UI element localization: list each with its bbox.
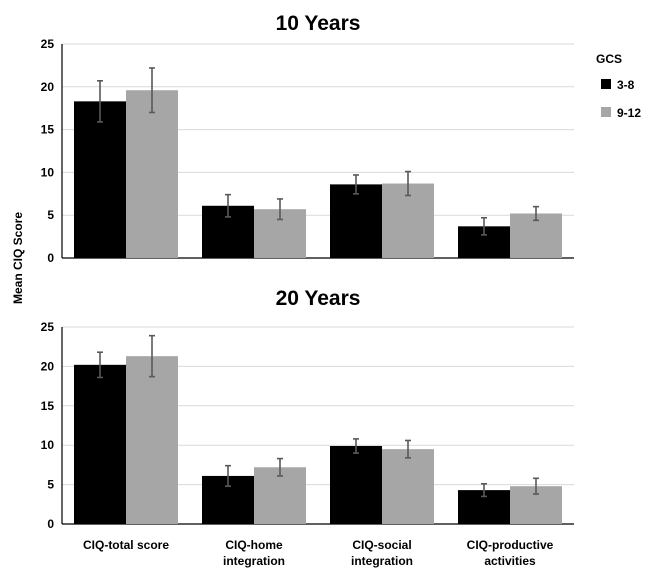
y-tick-label: 20: [41, 80, 55, 94]
y-tick-label: 25: [41, 37, 55, 51]
x-category-label: CIQ-home: [225, 538, 283, 552]
x-category-label: activities: [484, 554, 536, 568]
chart-title-10-years: 10 Years: [276, 12, 361, 35]
x-category-label: integration: [223, 554, 285, 568]
bar-ciq-total-score-gcs-3-8: [74, 101, 126, 259]
y-tick-label: 10: [41, 438, 55, 452]
bar-ciq-total-score-gcs-9-12: [126, 90, 178, 258]
x-category-label: integration: [351, 554, 413, 568]
y-axis-label: Mean CIQ Score: [11, 212, 25, 304]
legend-title: GCS: [596, 52, 622, 66]
x-category-label: CIQ-social: [352, 538, 411, 552]
x-category-label: CIQ-productive: [467, 538, 554, 552]
chart-panel-10-years: 10 Years 0 5 10 15 20 25: [41, 12, 574, 265]
chart-panel-20-years: 20 Years 0 5 10 15 20 25 CIQ-total score CIQ-h…: [41, 287, 574, 568]
y-tick-label: 20: [41, 359, 55, 373]
bar-ciq-social-integration-gcs-3-8: [330, 184, 382, 258]
x-category-label: CIQ-total score: [83, 538, 169, 552]
bar-ciq-social-integration-gcs-3-8: [330, 445, 382, 524]
y-tick-label: 0: [47, 517, 54, 531]
legend: GCS 3-8 9-12: [596, 52, 641, 120]
y-tick-label: 5: [47, 478, 54, 492]
bar-ciq-social-integration-gcs-9-12: [382, 449, 434, 524]
y-tick-label: 5: [47, 208, 54, 222]
legend-swatch-9-12: [601, 107, 611, 117]
y-tick-label: 15: [41, 123, 55, 137]
legend-swatch-3-8: [601, 79, 611, 89]
y-tick-label: 10: [41, 165, 55, 179]
chart-title-20-years: 20 Years: [276, 287, 361, 310]
y-tick-label: 15: [41, 399, 55, 413]
y-tick-label: 0: [47, 251, 54, 265]
y-tick-label: 25: [41, 320, 55, 334]
bar-ciq-total-score-gcs-9-12: [126, 356, 178, 524]
legend-label-3-8: 3-8: [617, 78, 635, 92]
bar-ciq-total-score-gcs-3-8: [74, 364, 126, 524]
legend-label-9-12: 9-12: [617, 106, 641, 120]
